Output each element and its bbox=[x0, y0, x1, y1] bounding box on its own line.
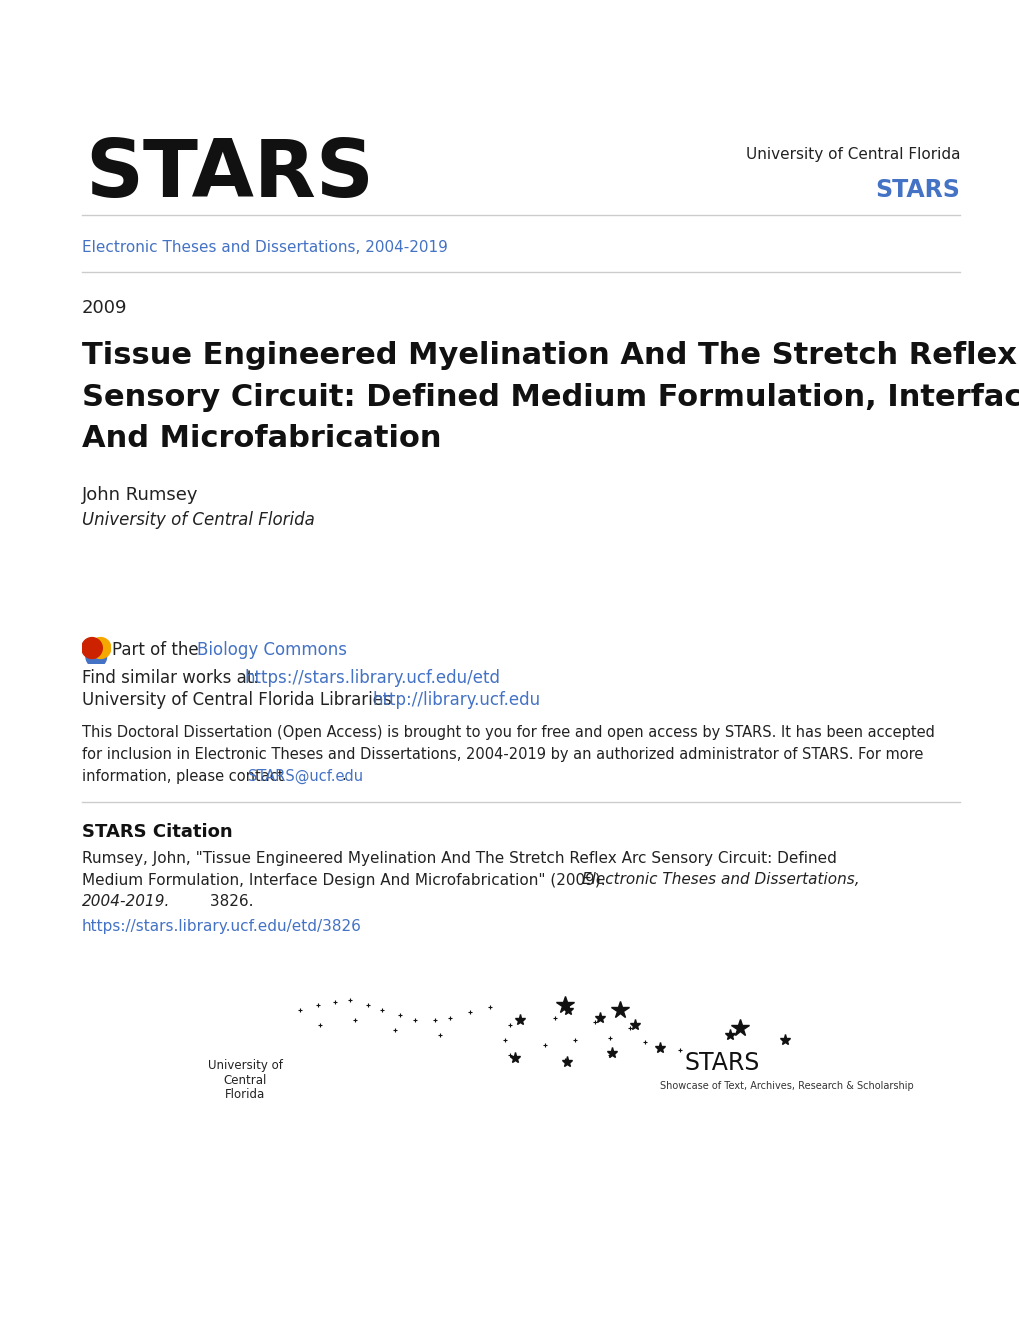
Text: Tissue Engineered Myelination And The Stretch Reflex Arc: Tissue Engineered Myelination And The St… bbox=[82, 341, 1019, 370]
Text: 2009: 2009 bbox=[82, 300, 127, 317]
Text: STARS Citation: STARS Citation bbox=[82, 822, 232, 841]
Text: This Doctoral Dissertation (Open Access) is brought to you for free and open acc: This Doctoral Dissertation (Open Access)… bbox=[82, 725, 934, 739]
Text: STARS: STARS bbox=[685, 1051, 759, 1074]
Text: University of Central Florida: University of Central Florida bbox=[82, 511, 315, 529]
Text: Rumsey, John, "Tissue Engineered Myelination And The Stretch Reflex Arc Sensory : Rumsey, John, "Tissue Engineered Myelina… bbox=[82, 850, 836, 866]
Text: Electronic Theses and Dissertations,: Electronic Theses and Dissertations, bbox=[582, 873, 859, 887]
Text: STARS: STARS bbox=[874, 178, 959, 202]
Text: 2004-2019.: 2004-2019. bbox=[82, 895, 170, 909]
Circle shape bbox=[82, 638, 102, 659]
Text: information, please contact: information, please contact bbox=[82, 768, 287, 784]
Text: Part of the: Part of the bbox=[112, 642, 204, 659]
Text: STARS: STARS bbox=[86, 136, 374, 214]
Text: University of Central Florida: University of Central Florida bbox=[745, 148, 959, 162]
Text: https://stars.library.ucf.edu/etd: https://stars.library.ucf.edu/etd bbox=[244, 669, 499, 686]
Text: Sensory Circuit: Defined Medium Formulation, Interface Design: Sensory Circuit: Defined Medium Formulat… bbox=[82, 383, 1019, 412]
Text: Find similar works at:: Find similar works at: bbox=[82, 669, 264, 686]
Circle shape bbox=[91, 638, 111, 659]
Text: https://stars.library.ucf.edu/etd/3826: https://stars.library.ucf.edu/etd/3826 bbox=[82, 919, 362, 933]
Circle shape bbox=[86, 647, 106, 667]
Text: .: . bbox=[340, 768, 345, 784]
Text: University of
Central
Florida: University of Central Florida bbox=[207, 1059, 282, 1101]
Text: for inclusion in Electronic Theses and Dissertations, 2004-2019 by an authorized: for inclusion in Electronic Theses and D… bbox=[82, 747, 922, 762]
Text: John Rumsey: John Rumsey bbox=[82, 486, 199, 504]
Text: STARS@ucf.edu: STARS@ucf.edu bbox=[248, 768, 363, 784]
Text: Medium Formulation, Interface Design And Microfabrication" (2009).: Medium Formulation, Interface Design And… bbox=[82, 873, 610, 887]
Text: University of Central Florida Libraries: University of Central Florida Libraries bbox=[82, 690, 396, 709]
Text: Showcase of Text, Archives, Research & Scholarship: Showcase of Text, Archives, Research & S… bbox=[659, 1081, 913, 1092]
Text: Biology Commons: Biology Commons bbox=[197, 642, 346, 659]
Text: http://library.ucf.edu: http://library.ucf.edu bbox=[372, 690, 540, 709]
Text: Electronic Theses and Dissertations, 2004-2019: Electronic Theses and Dissertations, 200… bbox=[82, 240, 447, 256]
Text: And Microfabrication: And Microfabrication bbox=[82, 425, 441, 454]
Text: 3826.: 3826. bbox=[205, 895, 254, 909]
